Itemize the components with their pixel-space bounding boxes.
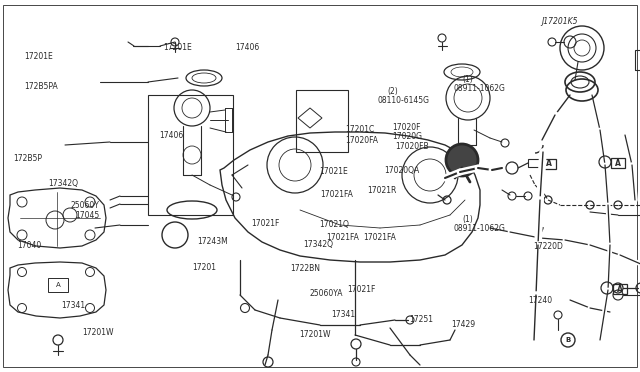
Text: 17020QA: 17020QA (384, 166, 419, 174)
Bar (48, 278, 68, 292)
Text: 17201W: 17201W (82, 328, 113, 337)
Text: 08911-1062G: 08911-1062G (453, 224, 505, 232)
Text: (2): (2) (387, 87, 398, 96)
Bar (148, 95, 233, 215)
Text: 17341: 17341 (332, 310, 356, 319)
Bar (296, 90, 348, 152)
Text: 17342Q: 17342Q (48, 179, 78, 187)
Text: B: B (565, 337, 571, 343)
Text: 17020FB: 17020FB (396, 142, 429, 151)
Text: 17021FA: 17021FA (364, 233, 396, 242)
Bar (528, 159, 540, 167)
Text: 1722BN: 1722BN (290, 264, 320, 273)
Text: 17201E: 17201E (163, 43, 192, 52)
Text: 17429: 17429 (451, 320, 476, 329)
Text: 17020FA: 17020FA (346, 136, 379, 145)
Text: 17220D: 17220D (533, 242, 563, 251)
Text: 25060YA: 25060YA (309, 289, 342, 298)
Bar (611, 158, 625, 168)
Text: 172B5P: 172B5P (13, 154, 42, 163)
Text: J17201K5: J17201K5 (541, 17, 577, 26)
Bar (542, 159, 556, 169)
Text: 17201E: 17201E (24, 52, 53, 61)
Text: 17021F: 17021F (252, 219, 280, 228)
Bar (613, 284, 627, 294)
Text: 17021FA: 17021FA (326, 233, 359, 242)
Text: 17021FA: 17021FA (320, 190, 353, 199)
Text: 17341: 17341 (61, 301, 85, 310)
Text: (1): (1) (463, 76, 474, 84)
Text: 17040: 17040 (17, 241, 42, 250)
Text: 17201: 17201 (192, 263, 216, 272)
Text: 17021E: 17021E (319, 167, 348, 176)
Text: 17251: 17251 (410, 315, 434, 324)
Text: 17201W: 17201W (300, 330, 331, 339)
Text: 17020F: 17020F (392, 123, 421, 132)
Text: 172B5PA: 172B5PA (24, 82, 58, 91)
Text: 17342Q: 17342Q (303, 240, 333, 248)
Text: A: A (615, 158, 621, 167)
Text: 17201C: 17201C (346, 125, 375, 134)
Text: A: A (56, 282, 60, 288)
Text: 17240: 17240 (528, 296, 552, 305)
Text: 17021Q: 17021Q (319, 220, 349, 229)
Text: 17406: 17406 (236, 43, 260, 52)
Text: 17021F: 17021F (348, 285, 376, 294)
Text: 17020G: 17020G (392, 132, 422, 141)
Text: (1): (1) (463, 215, 474, 224)
Circle shape (446, 144, 478, 176)
Bar (635, 50, 640, 70)
Text: 17243M: 17243M (197, 237, 228, 246)
Text: A: A (546, 160, 552, 169)
Text: 25060Y: 25060Y (70, 201, 99, 210)
Text: 17021R: 17021R (367, 186, 396, 195)
Text: 17045: 17045 (76, 211, 100, 219)
Text: 17406: 17406 (159, 131, 183, 140)
Text: 08911-1062G: 08911-1062G (453, 84, 505, 93)
Text: 08110-6145G: 08110-6145G (378, 96, 429, 105)
Text: A: A (617, 285, 623, 294)
